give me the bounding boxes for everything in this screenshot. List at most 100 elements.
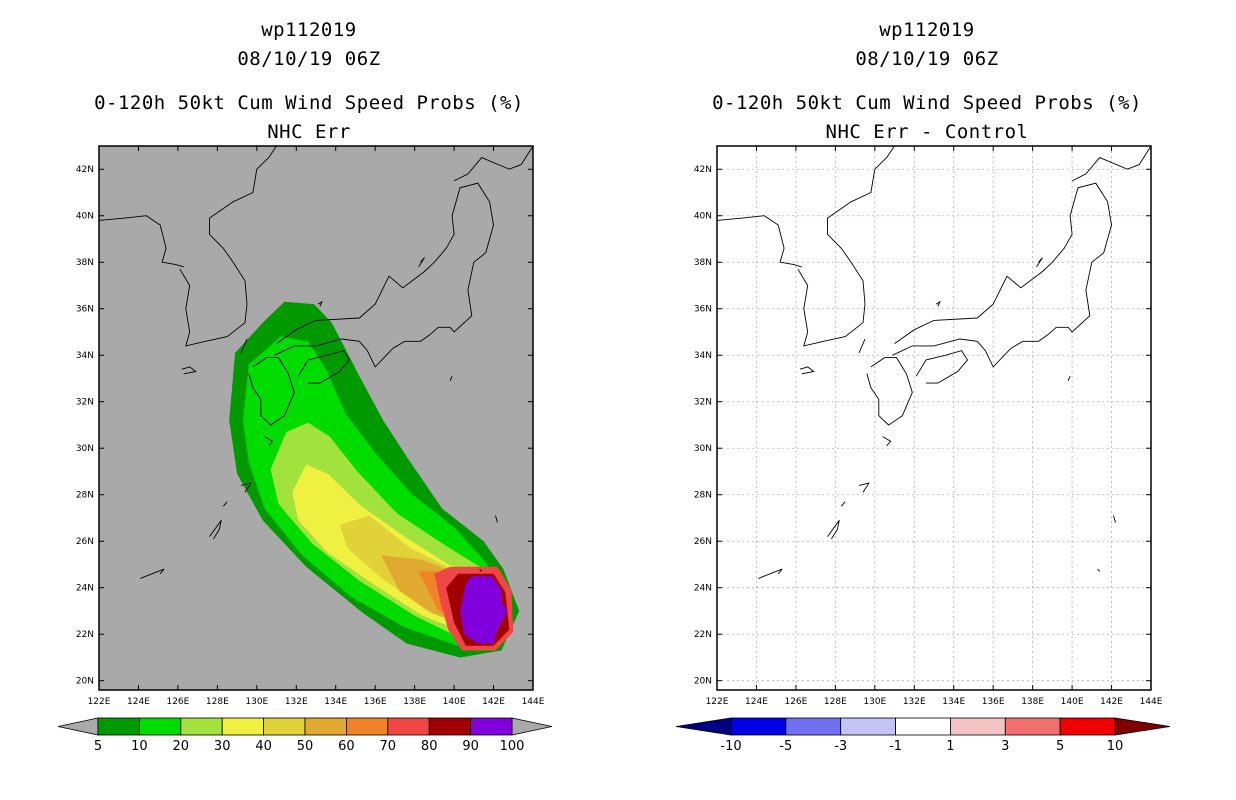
- coastline-ryukyu-north: [264, 436, 274, 447]
- coastline-shikoku: [297, 350, 351, 384]
- y-tick-label: 36N: [76, 305, 94, 315]
- coastline-okinawa: [827, 520, 840, 540]
- y-tick-label: 28N: [76, 491, 94, 501]
- x-tick-label: 136E: [364, 697, 387, 707]
- coastline-amami: [240, 482, 252, 493]
- x-tick-label: 122E: [706, 697, 729, 707]
- coastline-ryukyu-north: [882, 436, 892, 447]
- colorbar-swatch: [840, 717, 896, 736]
- colorbar-extend-high: [511, 717, 553, 736]
- coastline-okinawa: [209, 520, 222, 540]
- coastline-jeju: [181, 366, 197, 375]
- colorbar-swatch: [895, 717, 951, 736]
- datetime-title: 08/10/19 06Z: [237, 48, 381, 70]
- colorbar-label: -10: [720, 739, 741, 754]
- y-tick-label: 34N: [76, 351, 94, 361]
- colorbar-label: 80: [421, 739, 438, 754]
- x-tick-label: 138E: [403, 697, 426, 707]
- y-tick-label: 26N: [76, 537, 94, 547]
- x-tick-label: 128E: [824, 697, 847, 707]
- x-tick-label: 132E: [903, 697, 926, 707]
- right-panel: wp112019 08/10/19 06Z 0-120h 50kt Cum Wi…: [618, 0, 1236, 800]
- x-tick-label: 134E: [942, 697, 965, 707]
- colorbar-label: 3: [1001, 739, 1009, 754]
- x-tick-label: 136E: [982, 697, 1005, 707]
- coastline-oki: [317, 300, 323, 307]
- subtitle: NHC Err - Control: [825, 121, 1029, 143]
- y-tick-label: 20N: [76, 677, 94, 687]
- y-tick-label: 42N: [76, 165, 94, 175]
- coastline-tokara: [222, 501, 228, 507]
- contour-90: [460, 576, 508, 644]
- plot-background: [717, 146, 1151, 690]
- colorbar: 5 10 20 30 40 50 60 70 80 90 100: [57, 717, 553, 754]
- y-tick-label: 26N: [694, 537, 712, 547]
- x-tick-label: 142E: [1100, 697, 1123, 707]
- colorbar-label: 100: [500, 739, 525, 754]
- coastline-china-coast: [717, 215, 802, 268]
- x-tick-label: 124E: [127, 697, 150, 707]
- coastline-tokara: [840, 501, 846, 507]
- coastline-bonin: [495, 515, 498, 523]
- coastline-sado: [418, 257, 425, 268]
- coastline-tsushima: [858, 338, 866, 354]
- colorbar-label: 5: [94, 739, 102, 754]
- x-tick-label: 130E: [245, 697, 268, 707]
- colorbar-swatch: [470, 717, 513, 736]
- y-tick-label: 40N: [76, 212, 94, 222]
- difference-map: 122E 124E 126E 128E 130E 132E 134E 136E 138E 140E…: [675, 145, 1171, 754]
- coastline-hokkaido: [453, 146, 533, 182]
- x-tick-label: 140E: [443, 697, 466, 707]
- plot-area: [99, 146, 533, 658]
- coastline-amami: [858, 482, 870, 493]
- x-tick-label: 132E: [285, 697, 308, 707]
- coastline-iwo: [1097, 568, 1101, 572]
- y-tick-label: 38N: [694, 258, 712, 268]
- y-tick-label: 20N: [694, 677, 712, 687]
- x-tick-label: 134E: [324, 697, 347, 707]
- coastline-kyushu: [248, 357, 295, 426]
- x-tick-label: 142E: [482, 697, 505, 707]
- x-tick-label: 138E: [1021, 697, 1044, 707]
- coastline-korea: [797, 146, 895, 347]
- coastline-hokkaido: [1071, 146, 1151, 182]
- y-tick-label: 34N: [694, 351, 712, 361]
- coastline-tsushima: [240, 338, 248, 354]
- colorbar-label: 10: [1107, 739, 1124, 754]
- colorbar-label: 60: [338, 739, 355, 754]
- colorbar-swatch: [263, 717, 306, 736]
- y-tick-label: 30N: [76, 444, 94, 454]
- colorbar-label: 30: [214, 739, 231, 754]
- colorbar-swatch: [138, 717, 182, 736]
- y-tick-label: 28N: [694, 491, 712, 501]
- probability-map: 122E 124E 126E 128E 130E 132E 134E 136E 138E 140E…: [57, 145, 553, 754]
- y-tick-label: 24N: [76, 584, 94, 594]
- x-tick-label: 126E: [166, 697, 189, 707]
- coastline-shikoku: [915, 350, 969, 384]
- colorbar: -10 -5 -3 -1 1 3 5 10: [675, 717, 1171, 754]
- coastline-korea: [179, 146, 277, 347]
- plot-frame: [98, 145, 534, 691]
- colorbar-label: -5: [779, 739, 792, 754]
- x-tick-label: 122E: [88, 697, 111, 707]
- y-tick-label: 36N: [694, 305, 712, 315]
- coastline-izu-islands: [449, 376, 453, 381]
- storm-id-title: wp112019: [261, 19, 357, 41]
- colorbar-label: -3: [834, 739, 847, 754]
- y-tick-label: 24N: [694, 584, 712, 594]
- y-tick-label: 22N: [694, 630, 712, 640]
- y-tick-label: 42N: [694, 165, 712, 175]
- colorbar-label: 10: [131, 739, 148, 754]
- y-tick-label: 38N: [76, 258, 94, 268]
- x-tick-label: 144E: [522, 697, 545, 707]
- colorbar-label: 40: [255, 739, 272, 754]
- x-tick-label: 124E: [745, 697, 768, 707]
- y-tick-label: 40N: [694, 212, 712, 222]
- colorbar-label: 70: [380, 739, 397, 754]
- coastline-sado: [1036, 257, 1043, 268]
- colorbar-extend-high: [1114, 717, 1171, 736]
- colorbar-swatch: [345, 717, 389, 736]
- coastline-jeju: [799, 366, 815, 375]
- colorbar-swatch: [304, 717, 347, 736]
- colorbar-extend-low: [675, 717, 732, 736]
